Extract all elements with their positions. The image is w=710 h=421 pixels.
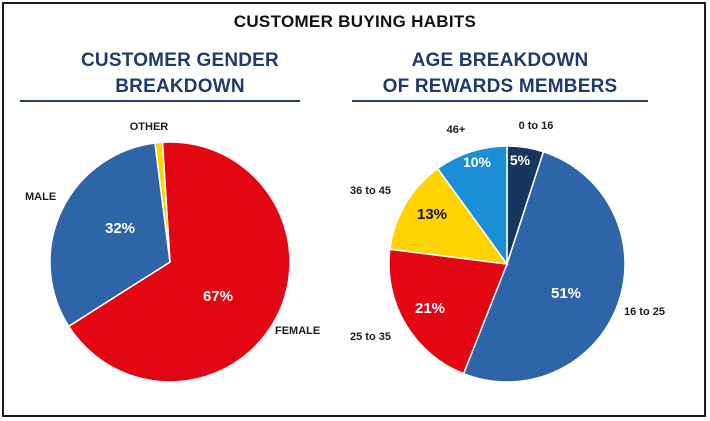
gender-slice-male (49, 142, 171, 328)
age-value-label-0-to-16: 5% (510, 152, 531, 168)
age-value-label-46: 10% (463, 154, 492, 170)
gender-value-label-female: 67% (203, 288, 233, 305)
age-category-label-36-to-45: 36 to 45 (350, 185, 391, 197)
age-slice-36-to-45 (389, 167, 509, 265)
age-chart-title: AGE BREAKDOWN OF REWARDS MEMBERS (350, 48, 650, 100)
age-category-label-25-to-35: 25 to 35 (350, 331, 391, 343)
age-slice-16-to-25 (462, 150, 626, 383)
age-category-label-16-to-25: 16 to 25 (624, 306, 665, 318)
gender-chart-title-line-2: BREAKDOWN (115, 76, 245, 97)
gender-category-label-male: MALE (25, 191, 56, 203)
gender-slice-other (154, 141, 171, 263)
gender-chart-title: CUSTOMER GENDER BREAKDOWN (30, 48, 330, 100)
age-chart-title-line-2: OF REWARDS MEMBERS (382, 76, 618, 97)
age-value-label-25-to-35: 21% (415, 300, 445, 317)
age-chart-title-line-1: AGE BREAKDOWN (411, 50, 589, 71)
age-title-rule (352, 100, 648, 102)
gender-slice-female (67, 141, 291, 383)
main-title: CUSTOMER BUYING HABITS (233, 12, 477, 31)
age-value-label-16-to-25: 51% (551, 285, 581, 302)
gender-title-rule (20, 100, 300, 102)
gender-chart-title-line-1: CUSTOMER GENDER (81, 50, 279, 71)
age-slice-46 (436, 145, 508, 267)
gender-category-label-female: FEMALE (275, 325, 320, 337)
gender-category-label-other: OTHER (130, 121, 169, 133)
age-slice-25-to-35 (388, 248, 509, 375)
age-category-label-0-to-16: 0 to 16 (519, 120, 554, 132)
age-pie: 5% 0 to 16 51% 16 to 25 21% 25 to 35 13% 36 to … (350, 120, 665, 383)
gender-pie: 67% FEMALE 32% MALE OTHER (25, 121, 320, 383)
gender-value-label-male: 32% (105, 220, 135, 237)
age-value-label-36-to-45: 13% (417, 206, 447, 223)
age-category-label-46: 46+ (447, 124, 466, 136)
